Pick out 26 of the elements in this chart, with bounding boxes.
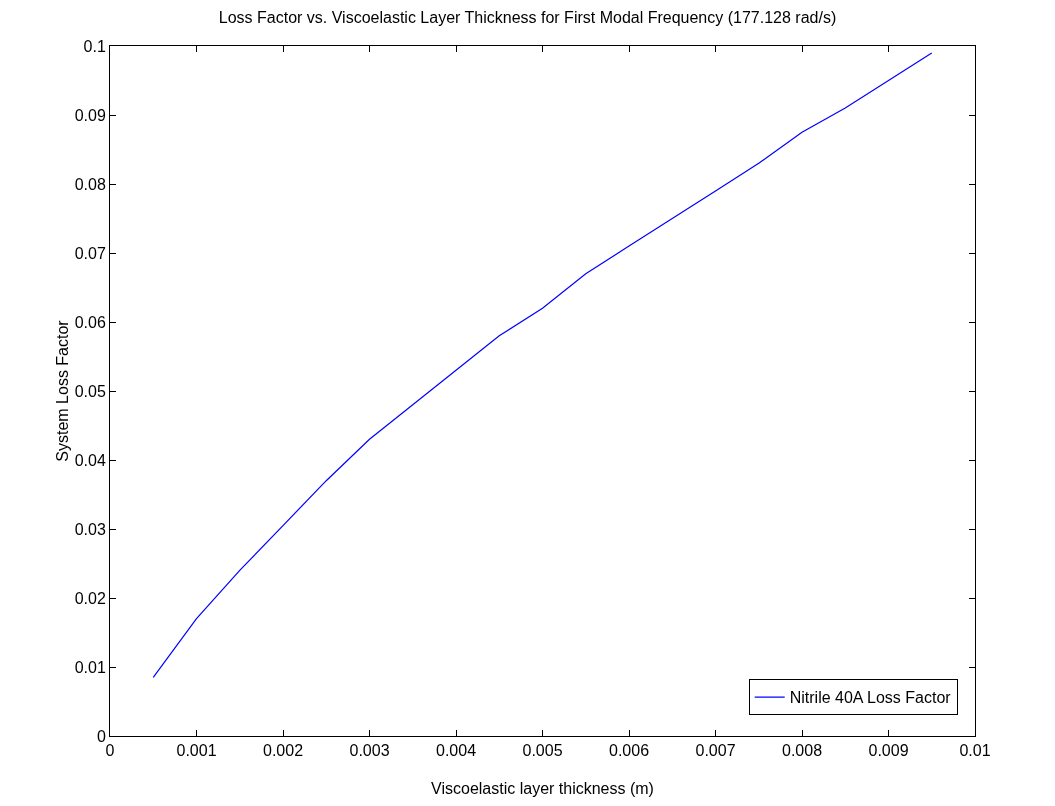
x-tick-label: 0.007 <box>695 742 736 760</box>
y-tick-label: 0.03 <box>74 520 106 538</box>
y-tick-label: 0.09 <box>74 106 106 124</box>
x-tick-label: 0.006 <box>608 742 650 760</box>
x-tick-label: 0.004 <box>435 742 477 760</box>
x-tick-label: 0.005 <box>522 742 563 760</box>
x-tick-label: 0.009 <box>868 742 909 760</box>
line-series <box>152 52 933 678</box>
y-tick-label: 0.05 <box>74 382 106 400</box>
x-axis-title: Viscoelastic layer thickness (m) <box>431 780 654 797</box>
y-tick-label: 0 <box>96 727 106 745</box>
chart-title: Loss Factor vs. Viscoelastic Layer Thickness for First Modal Frequency (177.128 rad/s) <box>218 9 837 27</box>
x-tick-label: 0.003 <box>349 742 390 760</box>
y-tick-label: 0.07 <box>74 244 106 262</box>
x-tick-label: 0.01 <box>959 742 991 760</box>
y-tick-label: 0.1 <box>83 37 106 55</box>
legend-label: Nitrile 40A Loss Factor <box>789 689 952 707</box>
x-tick-label: 0.001 <box>176 742 217 760</box>
x-tick-label: 0.008 <box>781 742 823 760</box>
y-tick-label: 0.02 <box>74 589 106 607</box>
y-axis-title: System Loss Factor <box>54 319 71 462</box>
y-tick-label: 0.06 <box>74 313 106 331</box>
y-tick-label: 0.04 <box>74 451 106 469</box>
x-tick-label: 0.002 <box>262 742 304 760</box>
y-tick-label: 0.01 <box>74 658 106 676</box>
y-tick-label: 0.08 <box>74 175 106 193</box>
